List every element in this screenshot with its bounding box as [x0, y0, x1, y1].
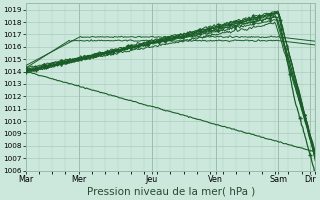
X-axis label: Pression niveau de la mer( hPa ): Pression niveau de la mer( hPa )	[87, 187, 255, 197]
